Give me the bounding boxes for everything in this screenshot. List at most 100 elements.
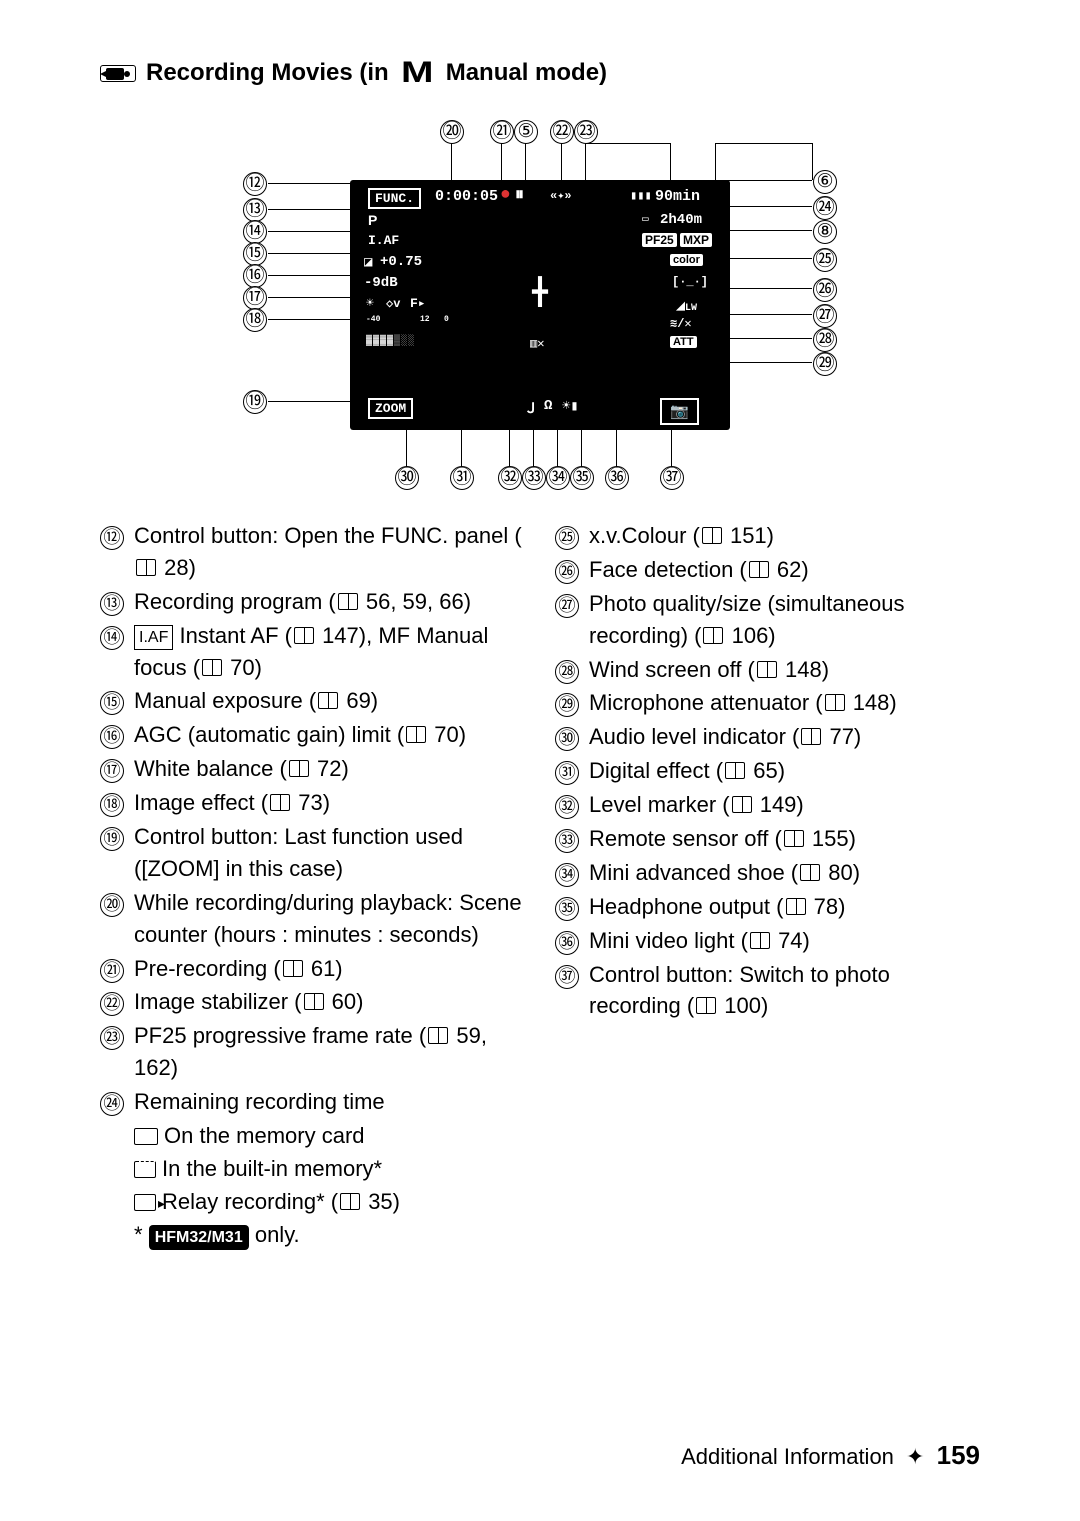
legend-item: ⑳While recording/during playback: Scene … [100,887,525,951]
page-footer: Additional Information ✦ 159 [681,1440,980,1471]
legend-text: Wind screen off ( 148) [589,654,980,686]
gain-value: -9dB [364,275,398,291]
remaining-time: 2h40m [660,212,702,228]
legend-item: ㉚Audio level indicator ( 77) [555,721,980,753]
photo-qual-icon: ◢LW [676,296,697,315]
legend-item: ⑯AGC (automatic gain) limit ( 70) [100,719,525,751]
callout-right-29: ㉙ [810,352,840,376]
title-pre: Recording Movies (in [146,59,389,87]
page-ref-icon [304,993,324,1010]
callout-left-19: ⑲ [240,390,270,414]
callout-right-26: ㉖ [810,278,840,302]
callout-bot-30: ㉚ [395,466,419,490]
audio-scale-lo: -40 [366,316,380,324]
zoom-button: ZOOM [368,398,413,419]
page-ref-icon [784,830,804,847]
legend-num: ⑫ [100,520,134,552]
page-ref-icon [696,997,716,1014]
legend-right-col: ㉕x.v.Colour ( 151)㉖Face detection ( 62)㉗… [555,520,980,1252]
legend-num: ㉞ [555,857,589,889]
page-ref-icon [786,898,806,915]
page-ref-icon [428,1027,448,1044]
page-ref-icon [338,593,358,610]
legend-num: ㉔ [100,1086,134,1118]
photo-button: 📷 [660,398,699,425]
legend-num: ㊱ [555,925,589,957]
legend-item: ㉛Digital effect ( 65) [555,755,980,787]
callout-bot-31: ㉛ [450,466,474,490]
mxp-badge: MXP [680,233,712,247]
legend-num: ㉜ [555,789,589,821]
lcd-screen: FUNC. 0:00:05 ● ⏸ «✦» ▮▮▮ 90min P ▭ 2h40… [350,180,730,430]
legend-item: ⑱Image effect ( 73) [100,787,525,819]
callout-bot-34: ㉞ [546,466,570,490]
callout-top-21: ㉑ [490,120,514,144]
legend-item: ㉞Mini advanced shoe ( 80) [555,857,980,889]
page-ref-icon [732,796,752,813]
legend-text: While recording/during playback: Scene c… [134,887,525,951]
legend-item: ㉒Image stabilizer ( 60) [100,986,525,1018]
page-ref-icon [725,762,745,779]
legend-num: ㉚ [555,721,589,753]
rec-dot-icon: ● [500,185,511,205]
page-ref-icon [750,932,770,949]
scene-counter: 0:00:05 [435,188,498,205]
callout-bot-33: ㉝ [522,466,546,490]
battery-time: 90min [655,188,700,205]
legend-text: Audio level indicator ( 77) [589,721,980,753]
legend-text: Digital effect ( 65) [589,755,980,787]
legend-item: ⑲Control button: Last function used ([ZO… [100,821,525,885]
footer-section: Additional Information [681,1444,894,1469]
legend-text: AGC (automatic gain) limit ( 70) [134,719,525,751]
callout-right-25: ㉕ [810,248,840,272]
callout-right-6: ⑥ [810,170,840,194]
legend-text: x.v.Colour ( 151) [589,520,980,552]
callout-bot-36: ㊱ [605,466,629,490]
callout-left-18: ⑱ [240,308,270,332]
screen-diagram: ⑫ ⑬ ⑭ ⑮ ⑯ ⑰ ⑱ ⑲ ⑥ ㉔ ⑧ ㉕ ㉖ ㉗ ㉘ ㉙ ⑳ ㉑ [240,120,840,490]
legend-num: ㉛ [555,755,589,787]
legend-text: Face detection ( 62) [589,554,980,586]
shoe-icon: Ｊ [524,398,538,418]
mem-icon: ▭ [642,212,649,226]
legend-item: ㉓PF25 progressive frame rate ( 59, 162) [100,1020,525,1084]
callout-left-17: ⑰ [240,286,270,310]
legend-num: ⑲ [100,821,134,853]
level-marker-icon: ╋ [532,277,548,308]
page-ref-icon [283,960,303,977]
legend-text: Remote sensor off ( 155) [589,823,980,855]
page-ref-icon [757,661,777,678]
page-ref-icon [702,527,722,544]
legend-text: PF25 progressive frame rate ( 59, 162) [134,1020,525,1084]
legend-num: ㉖ [555,554,589,586]
legend-left-col: ⑫Control button: Open the FUNC. panel ( … [100,520,525,1252]
legend-text: Image stabilizer ( 60) [134,986,525,1018]
audio-scale-hi: 12 [420,316,430,324]
video-light-icon: ☀▮ [562,398,579,415]
legend-num: ㉕ [555,520,589,552]
legend-item: ⑫Control button: Open the FUNC. panel ( … [100,520,525,584]
headphone-icon: Ω [544,398,552,414]
relay-rec-icon [134,1194,156,1211]
legend-item: ⑮Manual exposure ( 69) [100,685,525,717]
windscreen-icon: ≋/✕ [670,316,692,331]
stabilizer-icon: «✦» [550,188,572,203]
legend-num: ⑱ [100,787,134,819]
callout-left-14: ⑭ [240,220,270,244]
legend-item: ⑬Recording program ( 56, 59, 66) [100,586,525,618]
callout-bot-35: ㉟ [570,466,594,490]
att-badge: ATT [670,336,697,348]
legend-text: Control button: Open the FUNC. panel ( 2… [134,520,525,584]
callout-left-13: ⑬ [240,198,270,222]
face-detect-icon: [·_·] [672,275,708,289]
legend-text: Control button: Last function used ([ZOO… [134,821,525,885]
page-ref-icon [289,760,309,777]
legend-item: ㉗Photo quality/size (simultaneous record… [555,588,980,652]
legend-num: ㉘ [555,654,589,686]
page-ref-icon [703,627,723,644]
legend-text: Control button: Switch to photo recordin… [589,959,980,1023]
callout-right-8: ⑧ [810,220,840,244]
legend-num: ㉒ [100,986,134,1018]
legend-item: ㉙Microphone attenuator ( 148) [555,687,980,719]
callout-right-28: ㉘ [810,328,840,352]
